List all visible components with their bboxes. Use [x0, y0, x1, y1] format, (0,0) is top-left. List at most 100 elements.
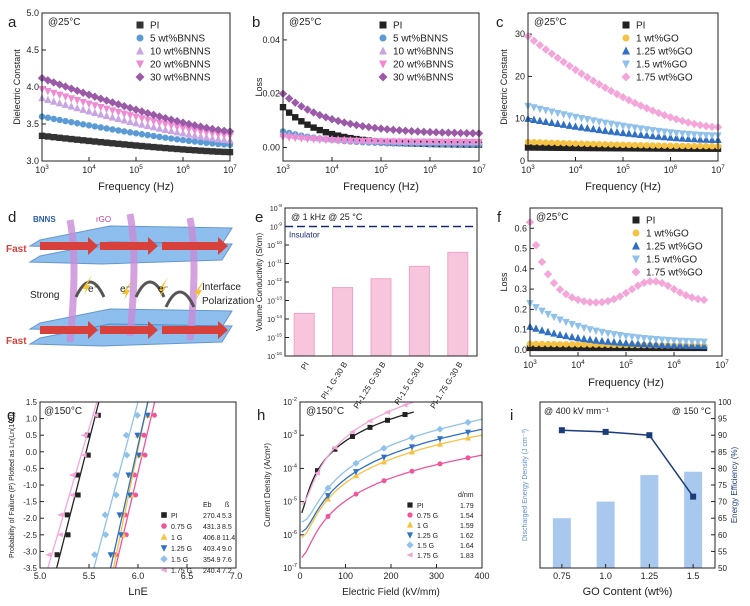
- conductivity-bar: [447, 251, 469, 357]
- data-point: [530, 138, 538, 146]
- data-point: [640, 334, 648, 343]
- legend-label: 1.5 wt%GO: [646, 255, 697, 266]
- data-point: [108, 113, 117, 121]
- y2-tick-label: 80: [718, 464, 727, 473]
- thickness-value: 1.62: [460, 533, 474, 540]
- data-point: [340, 118, 349, 127]
- data-point: [185, 126, 193, 134]
- data-point: [346, 137, 355, 146]
- data-point: [565, 61, 574, 71]
- data-point: [407, 138, 416, 146]
- y-tick-label: -2.5: [23, 531, 37, 540]
- data-point: [333, 116, 343, 126]
- plot-frame-c: [527, 12, 719, 162]
- data-point: [542, 117, 550, 125]
- data-point: [167, 115, 176, 124]
- data-point: [395, 126, 404, 135]
- data-point: [191, 147, 198, 154]
- data-point: [49, 78, 58, 87]
- data-point: [536, 116, 544, 124]
- data-point: [143, 109, 152, 118]
- legend-marker: [136, 46, 144, 55]
- data-point: [562, 331, 570, 340]
- x-tick-label: 6.5: [181, 571, 194, 581]
- data-point: [214, 125, 223, 135]
- data-point: [102, 105, 111, 114]
- data-point: [62, 135, 69, 142]
- data-point: [646, 335, 654, 343]
- legend-label: PI: [636, 21, 645, 32]
- data-point: [90, 92, 100, 101]
- data-point: [625, 123, 633, 132]
- data-point: [74, 120, 81, 127]
- thickness-value: 1.83: [460, 553, 474, 560]
- data-point: [571, 122, 580, 130]
- legend-label: 1.75 G: [171, 568, 192, 575]
- x-tick-label: 1.0: [599, 571, 612, 581]
- data-point: [621, 288, 631, 298]
- legend-marker: [622, 34, 630, 42]
- data-point: [601, 144, 609, 152]
- data-point: [631, 130, 639, 138]
- data-point: [358, 121, 367, 131]
- data-point: [401, 126, 410, 135]
- data-point: [44, 114, 52, 121]
- data-point: [597, 297, 607, 307]
- legend-marker: [160, 567, 167, 573]
- data-point: [132, 142, 140, 149]
- data-point: [138, 115, 146, 123]
- y-tick-label: 4.5: [26, 45, 39, 55]
- data-point: [532, 340, 540, 348]
- plot-frame-i: [539, 401, 716, 569]
- data-point: [580, 324, 588, 333]
- data-point: [544, 340, 552, 348]
- data-point: [549, 278, 559, 288]
- y-tick-label: 4.0: [26, 82, 39, 92]
- y-tick-label: 10-11: [267, 259, 282, 269]
- energy-density-bar: [596, 501, 615, 568]
- data-point: [577, 69, 586, 78]
- legend-label: 30 wt%BNNS: [393, 73, 454, 84]
- y-tick-label: -3.5: [23, 564, 37, 573]
- data-point: [121, 128, 128, 135]
- x-tick-label: 103: [276, 164, 290, 175]
- data-point: [314, 470, 320, 476]
- data-point: [107, 552, 114, 559]
- lightning-bolt-icon: [82, 275, 92, 295]
- data-point: [43, 76, 53, 85]
- y-tick-label: 10-7: [283, 563, 297, 573]
- data-point: [384, 409, 390, 415]
- data-point: [74, 136, 81, 143]
- data-point: [126, 141, 134, 149]
- data-point: [297, 102, 306, 111]
- data-point: [580, 341, 588, 348]
- rgo-sheet: [66, 219, 78, 343]
- data-point: [536, 139, 544, 146]
- data-point: [547, 49, 556, 58]
- data-point: [68, 492, 75, 498]
- data-point: [97, 124, 104, 131]
- data-point: [572, 144, 579, 152]
- rgo-label: rGO: [96, 215, 111, 224]
- data-point: [184, 119, 194, 129]
- data-point: [610, 337, 618, 346]
- data-point: [554, 139, 561, 147]
- lightning-bolt-icon: [194, 280, 204, 300]
- data-point: [401, 402, 408, 408]
- legend-marker: [407, 502, 413, 508]
- lightning-bolt-icon: [122, 280, 132, 300]
- shape-parameter-value: 5.3: [222, 513, 232, 520]
- data-point: [209, 140, 216, 147]
- data-point: [462, 128, 471, 138]
- data-point: [56, 116, 63, 124]
- data-point: [120, 110, 128, 118]
- data-point: [684, 118, 693, 127]
- legend-marker: [622, 60, 630, 69]
- data-point: [161, 121, 170, 129]
- data-point: [708, 142, 716, 150]
- data-point: [382, 125, 392, 134]
- data-point: [553, 109, 562, 118]
- data-point: [353, 491, 359, 497]
- y-tick-label: 3.0: [26, 156, 39, 166]
- data-point: [627, 285, 637, 294]
